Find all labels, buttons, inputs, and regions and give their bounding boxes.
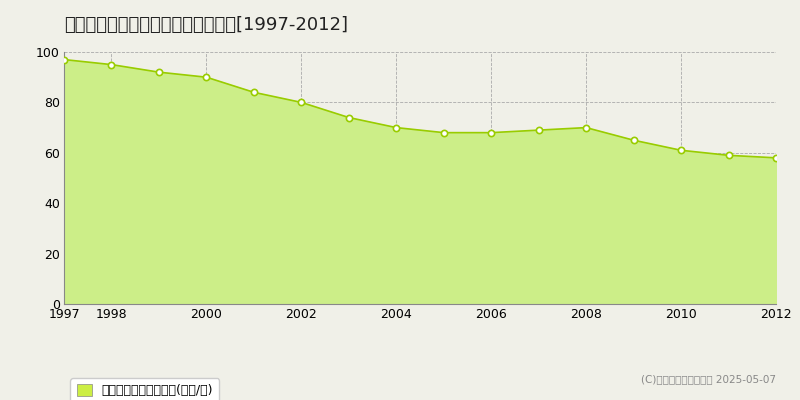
Text: 大阪市平野区平野東　基準地価推移[1997-2012]: 大阪市平野区平野東 基準地価推移[1997-2012] [64, 16, 348, 34]
Text: (C)土地価格ドットコム 2025-05-07: (C)土地価格ドットコム 2025-05-07 [641, 374, 776, 384]
Legend: 基準地価　平均啴単価(万円/啴): 基準地価 平均啴単価(万円/啴) [70, 378, 219, 400]
